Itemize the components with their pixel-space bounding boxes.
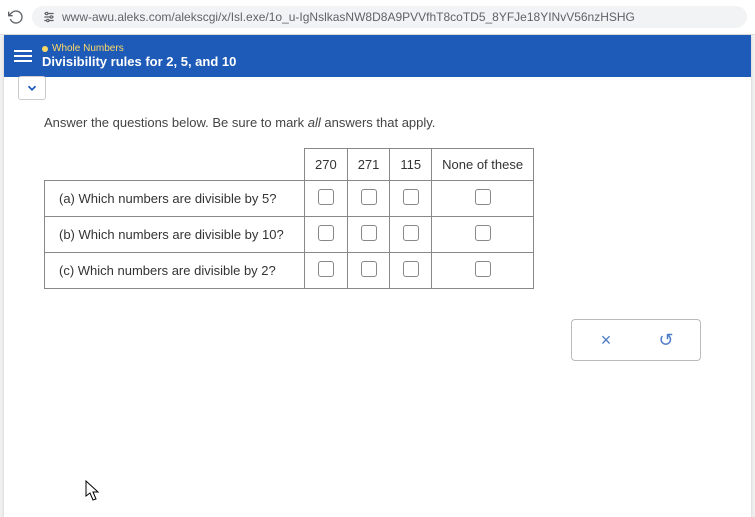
reset-icon: ↺ <box>658 330 673 351</box>
question-cell: (a) Which numbers are divisible by 5? <box>45 181 305 217</box>
menu-icon[interactable] <box>14 50 32 62</box>
url-bar[interactable]: www-awu.aleks.com/alekscgi/x/Isl.exe/1o_… <box>32 6 747 28</box>
table-row: (b) Which numbers are divisible by 10? <box>45 217 534 253</box>
lesson-header: Whole Numbers Divisibility rules for 2, … <box>4 35 751 77</box>
empty-header-cell <box>45 149 305 181</box>
close-icon: × <box>601 330 612 351</box>
breadcrumb-label: Whole Numbers <box>52 43 124 54</box>
breadcrumb-dot-icon <box>42 46 48 52</box>
checkbox-c-none[interactable] <box>475 261 491 277</box>
instruction-italic: all <box>308 115 321 130</box>
question-area: Answer the questions below. Be sure to m… <box>4 101 751 361</box>
question-cell: (c) Which numbers are divisible by 2? <box>45 253 305 289</box>
site-settings-icon <box>42 10 56 24</box>
header-text: Whole Numbers Divisibility rules for 2, … <box>42 43 236 69</box>
clear-button[interactable]: × <box>596 330 616 350</box>
question-cell: (b) Which numbers are divisible by 10? <box>45 217 305 253</box>
page-title: Divisibility rules for 2, 5, and 10 <box>42 54 236 69</box>
table-row: (c) Which numbers are divisible by 2? <box>45 253 534 289</box>
breadcrumb: Whole Numbers <box>42 43 236 54</box>
checkbox-b-none[interactable] <box>475 225 491 241</box>
url-text: www-awu.aleks.com/alekscgi/x/Isl.exe/1o_… <box>62 10 635 24</box>
checkbox-a-271[interactable] <box>361 189 377 205</box>
reset-button[interactable]: ↺ <box>656 330 676 350</box>
checkbox-c-271[interactable] <box>361 261 377 277</box>
col-header: 271 <box>347 149 390 181</box>
collapse-button[interactable] <box>18 76 46 100</box>
checkbox-a-none[interactable] <box>475 189 491 205</box>
checkbox-a-115[interactable] <box>403 189 419 205</box>
col-header: 115 <box>390 149 432 181</box>
checkbox-c-270[interactable] <box>318 261 334 277</box>
col-header: None of these <box>432 149 534 181</box>
checkbox-a-270[interactable] <box>318 189 334 205</box>
col-header: 270 <box>305 149 348 181</box>
table-row: (a) Which numbers are divisible by 5? <box>45 181 534 217</box>
instruction-post: answers that apply. <box>321 115 436 130</box>
page-content: Whole Numbers Divisibility rules for 2, … <box>4 35 751 517</box>
instruction-pre: Answer the questions below. Be sure to m… <box>44 115 308 130</box>
checkbox-b-115[interactable] <box>403 225 419 241</box>
checkbox-c-115[interactable] <box>403 261 419 277</box>
chevron-down-icon <box>25 81 39 95</box>
table-header-row: 270 271 115 None of these <box>45 149 534 181</box>
browser-toolbar: www-awu.aleks.com/alekscgi/x/Isl.exe/1o_… <box>0 0 755 35</box>
question-table: 270 271 115 None of these (a) Which numb… <box>44 148 534 289</box>
action-row: × ↺ <box>44 319 711 361</box>
checkbox-b-270[interactable] <box>318 225 334 241</box>
instruction-text: Answer the questions below. Be sure to m… <box>44 115 711 130</box>
reload-icon[interactable] <box>8 9 24 25</box>
action-box: × ↺ <box>571 319 701 361</box>
checkbox-b-271[interactable] <box>361 225 377 241</box>
